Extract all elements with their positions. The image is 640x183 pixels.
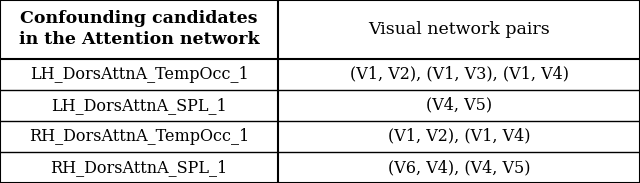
Text: LH_DorsAttnA_SPL_1: LH_DorsAttnA_SPL_1	[51, 97, 227, 114]
Text: RH_DorsAttnA_SPL_1: RH_DorsAttnA_SPL_1	[51, 159, 228, 176]
Text: Visual network pairs: Visual network pairs	[369, 21, 550, 38]
Text: LH_DorsAttnA_TempOcc_1: LH_DorsAttnA_TempOcc_1	[30, 66, 248, 83]
Text: RH_DorsAttnA_TempOcc_1: RH_DorsAttnA_TempOcc_1	[29, 128, 250, 145]
Text: (V1, V2), (V1, V4): (V1, V2), (V1, V4)	[388, 128, 531, 145]
Text: (V1, V2), (V1, V3), (V1, V4): (V1, V2), (V1, V3), (V1, V4)	[349, 66, 569, 83]
Text: Confounding candidates
in the Attention network: Confounding candidates in the Attention …	[19, 10, 259, 48]
Text: (V4, V5): (V4, V5)	[426, 97, 492, 114]
Text: (V6, V4), (V4, V5): (V6, V4), (V4, V5)	[388, 159, 531, 176]
